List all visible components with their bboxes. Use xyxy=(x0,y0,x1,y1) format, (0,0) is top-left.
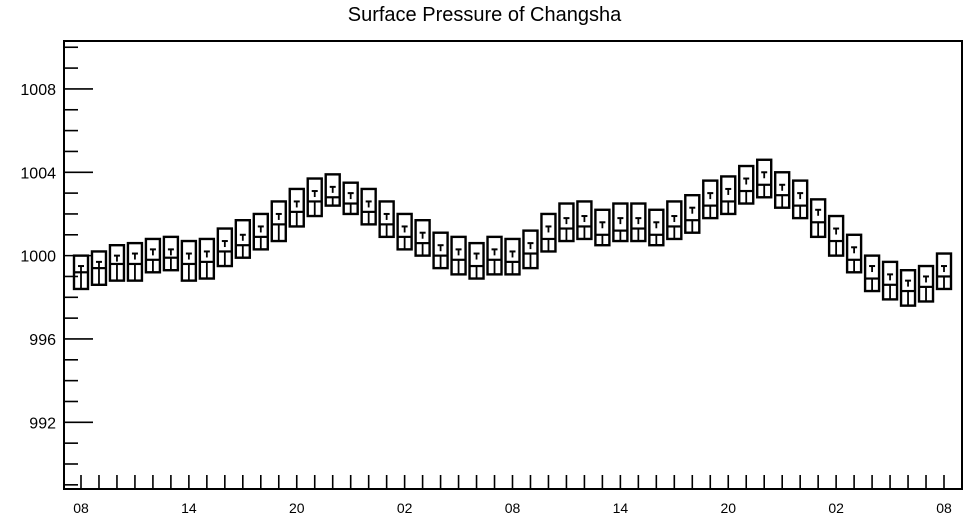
box xyxy=(72,254,90,291)
box xyxy=(540,212,557,253)
box xyxy=(522,229,539,270)
box xyxy=(324,173,341,207)
x-tick-label: 08 xyxy=(73,500,89,516)
box xyxy=(126,241,144,282)
box xyxy=(558,202,575,243)
box xyxy=(342,181,359,216)
box xyxy=(234,218,252,259)
y-tick-label: 996 xyxy=(29,332,56,349)
box xyxy=(594,208,611,247)
box xyxy=(881,260,899,301)
x-tick-label: 14 xyxy=(613,500,629,516)
y-tick-label: 1000 xyxy=(20,249,56,266)
box xyxy=(162,235,180,272)
y-tick-label: 1004 xyxy=(20,165,56,182)
box xyxy=(468,241,485,280)
box xyxy=(684,193,701,234)
box xyxy=(486,235,503,276)
box xyxy=(360,187,377,226)
box xyxy=(288,187,305,228)
box-outline xyxy=(378,200,395,239)
box xyxy=(270,200,287,243)
box xyxy=(216,227,234,268)
box xyxy=(720,175,737,216)
y-tick-label: 992 xyxy=(29,415,56,432)
box xyxy=(180,239,198,282)
x-tick-label: 08 xyxy=(505,500,521,516)
box-outline xyxy=(180,239,198,282)
box xyxy=(935,252,953,291)
box xyxy=(648,208,665,247)
box xyxy=(845,233,863,274)
y-axis: 992 996 1000 1004 1008 xyxy=(20,46,93,486)
boxes xyxy=(72,158,953,307)
x-tick-label: 02 xyxy=(828,500,844,516)
box-outline xyxy=(252,212,269,251)
box xyxy=(809,198,827,239)
box xyxy=(576,200,593,241)
x-axis: 08 14 20 02 08 14 20 02 08 xyxy=(73,475,952,516)
x-tick-label: 08 xyxy=(936,500,952,516)
box xyxy=(252,212,269,251)
box xyxy=(756,158,773,199)
box xyxy=(378,200,395,239)
box xyxy=(612,202,629,243)
box xyxy=(414,218,431,257)
box xyxy=(630,202,647,243)
box xyxy=(198,237,216,280)
box xyxy=(396,212,413,251)
box xyxy=(702,179,719,220)
box xyxy=(827,214,845,257)
box xyxy=(666,200,683,241)
chart-title: Surface Pressure of Changsha xyxy=(347,4,622,26)
box xyxy=(773,171,791,209)
y-tick-label: 1008 xyxy=(20,82,56,99)
box xyxy=(504,237,521,276)
box-outline xyxy=(396,212,413,251)
box xyxy=(738,164,755,205)
x-tick-label: 20 xyxy=(289,500,305,516)
box xyxy=(450,235,467,276)
box xyxy=(432,231,449,270)
box xyxy=(144,237,162,274)
box xyxy=(90,250,108,286)
box xyxy=(863,254,881,293)
box xyxy=(306,177,323,218)
x-tick-label: 02 xyxy=(397,500,413,516)
box xyxy=(917,264,935,303)
box xyxy=(791,179,809,220)
x-tick-label: 20 xyxy=(720,500,736,516)
box xyxy=(108,244,126,282)
box xyxy=(899,269,917,307)
x-tick-label: 14 xyxy=(181,500,197,516)
